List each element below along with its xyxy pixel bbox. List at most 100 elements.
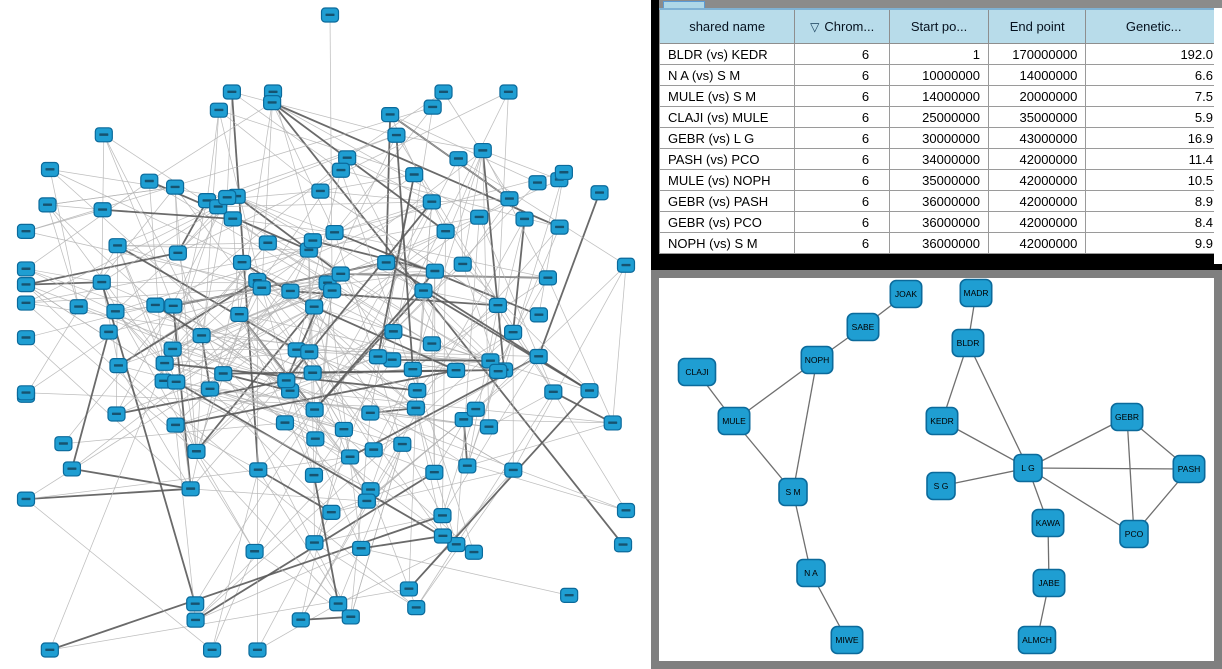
cell-chromosome[interactable]: 6 [794,211,891,233]
table-row[interactable]: GEBR (vs) L G 6 30000000 43000000 16.9 [658,127,1222,149]
network-edge[interactable] [209,388,345,430]
subnetwork-node[interactable] [778,477,808,507]
network-edge[interactable] [49,169,80,307]
network-edge[interactable] [537,192,601,357]
network-edge[interactable] [211,469,259,651]
subnetwork-node[interactable] [717,406,751,436]
cell-start-position[interactable]: 10000000 [889,64,990,86]
cell-chromosome[interactable]: 6 [794,148,891,170]
network-edge[interactable] [196,451,255,552]
cell-end-point[interactable]: 42000000 [988,211,1087,233]
cell-shared-name[interactable]: GEBR (vs) L G [658,127,796,149]
cell-chromosome[interactable]: 6 [794,85,891,107]
network-edge[interactable] [71,468,191,490]
network-edge[interactable] [115,311,165,364]
network-edge[interactable] [231,91,342,171]
network-edge[interactable] [271,102,624,546]
network-edge[interactable] [25,284,176,426]
network-edge[interactable] [284,290,424,424]
network-edge[interactable] [49,514,443,651]
network-edge[interactable] [462,263,590,391]
network-edge[interactable] [442,356,539,516]
network-edge[interactable] [25,498,213,651]
network-edge[interactable] [337,444,403,604]
network-edge[interactable] [315,438,457,545]
network-edge[interactable] [552,391,614,424]
network-edge[interactable] [25,304,156,394]
cell-end-point[interactable]: 42000000 [988,169,1087,191]
network-edge[interactable] [25,180,150,270]
table-row[interactable]: MULE (vs) NOPH 6 35000000 42000000 10.5 [658,169,1222,191]
network-edge[interactable] [236,195,314,242]
network-edge[interactable] [175,306,315,383]
network-edge[interactable] [338,544,457,605]
network-edge[interactable] [340,273,548,279]
cell-shared-name[interactable]: MULE (vs) NOPH [658,169,796,191]
network-edge[interactable] [209,388,332,513]
network-edge[interactable] [334,201,432,233]
network-edge[interactable] [512,265,627,471]
network-edge[interactable] [412,305,499,370]
network-edge[interactable] [320,190,432,203]
cell-chromosome[interactable]: 6 [794,190,891,212]
network-edge[interactable] [47,186,176,206]
network-edge[interactable] [329,14,333,291]
network-edge[interactable] [340,170,418,391]
network-edge[interactable] [200,335,211,390]
network-edge[interactable] [300,218,525,621]
network-edge[interactable] [103,134,269,244]
network-edge[interactable] [334,232,548,279]
table-row[interactable]: NOPH (vs) S M 6 36000000 42000000 9.9 [658,232,1222,254]
network-edge[interactable] [117,245,309,251]
network-edge[interactable] [257,280,379,358]
cell-shared-name[interactable]: GEBR (vs) PASH [658,190,796,212]
cell-chromosome[interactable]: 6 [794,106,891,128]
network-edge[interactable] [373,369,414,450]
network-edge[interactable] [194,409,315,605]
network-edge[interactable] [236,134,397,197]
network-edge[interactable] [612,265,627,423]
network-edge[interactable] [462,150,484,265]
network-edge[interactable] [327,282,362,549]
network-edge[interactable] [118,365,191,490]
network-edge[interactable] [49,588,409,651]
cell-end-point[interactable]: 170000000 [988,43,1087,65]
network-edge[interactable] [412,150,484,370]
network-edge[interactable] [201,335,491,362]
network-edge[interactable] [195,548,362,621]
network-edge[interactable] [340,270,435,275]
network-edge[interactable] [258,456,351,471]
network-edge[interactable] [49,169,228,198]
network-edge[interactable] [118,290,333,367]
network-edge[interactable] [164,351,310,364]
network-edge[interactable] [25,287,262,304]
subnetwork-edge[interactable] [1027,467,1190,470]
network-edge[interactable] [412,277,549,370]
cell-shared-name[interactable]: MULE (vs) S M [658,85,796,107]
subnetwork-node[interactable] [1119,519,1149,549]
table-row[interactable]: GEBR (vs) PCO 6 36000000 42000000 8.4 [658,211,1222,233]
network-edge[interactable] [163,380,344,430]
network-edge[interactable] [172,348,297,351]
subnetwork-node[interactable] [1110,402,1144,432]
network-edge[interactable] [361,535,444,550]
network-edge[interactable] [431,271,436,344]
network-edge[interactable] [458,158,627,266]
cell-start-position[interactable]: 35000000 [889,169,990,191]
network-edge[interactable] [49,169,475,553]
table-row[interactable]: MULE (vs) S M 6 14000000 20000000 7.5 [658,85,1222,107]
subnetwork-node[interactable] [1013,453,1043,483]
cell-chromosome[interactable]: 6 [794,232,891,254]
network-edge[interactable] [117,242,268,247]
network-edge[interactable] [314,515,443,544]
cell-end-point[interactable]: 14000000 [988,64,1087,86]
network-edge[interactable] [25,268,102,283]
network-edge[interactable] [78,306,291,392]
cell-genetic-distance[interactable]: 5.9 [1085,106,1222,128]
cell-genetic-distance[interactable]: 7.5 [1085,85,1222,107]
column-header-chromosome[interactable]: ▽ Chrom... [794,8,891,44]
cell-shared-name[interactable]: NOPH (vs) S M [658,232,796,254]
network-edge[interactable] [271,101,447,233]
cell-chromosome[interactable]: 6 [794,169,891,191]
network-edge[interactable] [190,488,367,502]
